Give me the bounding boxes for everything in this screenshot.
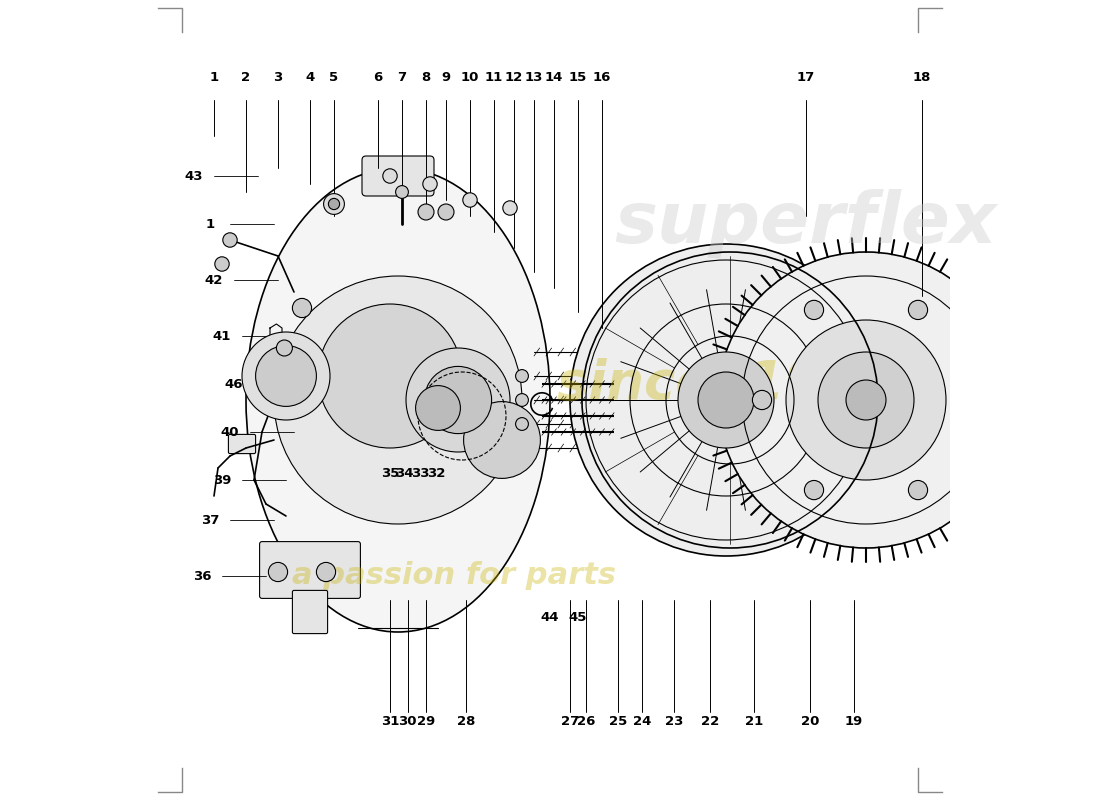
Text: 19: 19 xyxy=(845,715,864,728)
Text: 44: 44 xyxy=(541,611,559,624)
Text: 3: 3 xyxy=(274,71,283,84)
Circle shape xyxy=(293,298,311,318)
Circle shape xyxy=(406,348,510,452)
Circle shape xyxy=(383,169,397,183)
Text: 28: 28 xyxy=(456,715,475,728)
Circle shape xyxy=(846,380,886,420)
Circle shape xyxy=(255,346,317,406)
Circle shape xyxy=(223,233,238,247)
Text: 27: 27 xyxy=(561,715,579,728)
Text: superflex: superflex xyxy=(615,190,998,258)
Text: 42: 42 xyxy=(205,274,223,286)
Circle shape xyxy=(268,562,287,582)
Circle shape xyxy=(416,386,461,430)
Circle shape xyxy=(516,370,528,382)
Circle shape xyxy=(516,394,528,406)
Circle shape xyxy=(786,320,946,480)
FancyBboxPatch shape xyxy=(260,542,361,598)
Text: 30: 30 xyxy=(398,715,417,728)
Circle shape xyxy=(804,300,824,319)
Circle shape xyxy=(804,481,824,500)
Circle shape xyxy=(323,194,344,214)
Circle shape xyxy=(698,372,754,428)
Text: 18: 18 xyxy=(913,71,932,84)
Text: 39: 39 xyxy=(212,474,231,486)
Text: 46: 46 xyxy=(224,378,243,390)
Circle shape xyxy=(425,366,492,434)
Text: 1: 1 xyxy=(209,71,219,84)
FancyBboxPatch shape xyxy=(229,434,255,454)
Circle shape xyxy=(960,390,980,410)
Circle shape xyxy=(276,340,293,356)
Text: 43: 43 xyxy=(185,170,204,182)
FancyBboxPatch shape xyxy=(362,156,435,196)
Text: 40: 40 xyxy=(221,426,240,438)
Text: 16: 16 xyxy=(593,71,612,84)
Text: 8: 8 xyxy=(421,71,430,84)
Circle shape xyxy=(329,198,340,210)
Ellipse shape xyxy=(246,168,550,632)
Circle shape xyxy=(274,276,522,524)
Circle shape xyxy=(318,304,462,448)
Circle shape xyxy=(503,201,517,215)
Text: 31: 31 xyxy=(381,715,399,728)
Text: 6: 6 xyxy=(373,71,383,84)
Text: 36: 36 xyxy=(192,570,211,582)
Text: 15: 15 xyxy=(569,71,587,84)
Text: 21: 21 xyxy=(745,715,763,728)
Circle shape xyxy=(242,332,330,420)
Text: 10: 10 xyxy=(461,71,480,84)
Text: 1: 1 xyxy=(206,218,214,230)
Text: 33: 33 xyxy=(411,467,430,480)
Text: 23: 23 xyxy=(664,715,683,728)
Circle shape xyxy=(422,177,437,191)
Text: 29: 29 xyxy=(417,715,436,728)
Text: 34: 34 xyxy=(395,467,414,480)
Text: 14: 14 xyxy=(544,71,563,84)
Text: 17: 17 xyxy=(796,71,815,84)
Text: 41: 41 xyxy=(212,330,231,342)
Circle shape xyxy=(909,481,927,500)
Circle shape xyxy=(214,257,229,271)
Text: since  1985: since 1985 xyxy=(557,358,895,410)
Text: 45: 45 xyxy=(569,611,587,624)
Text: 37: 37 xyxy=(201,514,219,526)
Circle shape xyxy=(516,418,528,430)
Circle shape xyxy=(818,352,914,448)
Text: 20: 20 xyxy=(801,715,820,728)
Circle shape xyxy=(418,204,434,220)
Circle shape xyxy=(463,193,477,207)
Circle shape xyxy=(678,352,774,448)
Text: 9: 9 xyxy=(441,71,451,84)
Text: 32: 32 xyxy=(427,467,446,480)
Text: 2: 2 xyxy=(241,71,251,84)
Circle shape xyxy=(718,252,1014,548)
Text: a passion for parts: a passion for parts xyxy=(292,562,616,590)
Text: 12: 12 xyxy=(505,71,524,84)
Circle shape xyxy=(438,204,454,220)
Text: 25: 25 xyxy=(609,715,627,728)
Circle shape xyxy=(463,402,540,478)
Text: 7: 7 xyxy=(397,71,407,84)
Text: 22: 22 xyxy=(701,715,719,728)
Circle shape xyxy=(909,300,927,319)
Text: 4: 4 xyxy=(306,71,315,84)
Circle shape xyxy=(570,244,882,556)
FancyBboxPatch shape xyxy=(293,590,328,634)
Text: 35: 35 xyxy=(381,467,399,480)
Text: 13: 13 xyxy=(525,71,543,84)
Circle shape xyxy=(752,390,771,410)
Text: 11: 11 xyxy=(485,71,503,84)
Text: 26: 26 xyxy=(576,715,595,728)
Text: 24: 24 xyxy=(632,715,651,728)
Circle shape xyxy=(317,562,336,582)
Text: 5: 5 xyxy=(329,71,339,84)
Circle shape xyxy=(396,186,408,198)
